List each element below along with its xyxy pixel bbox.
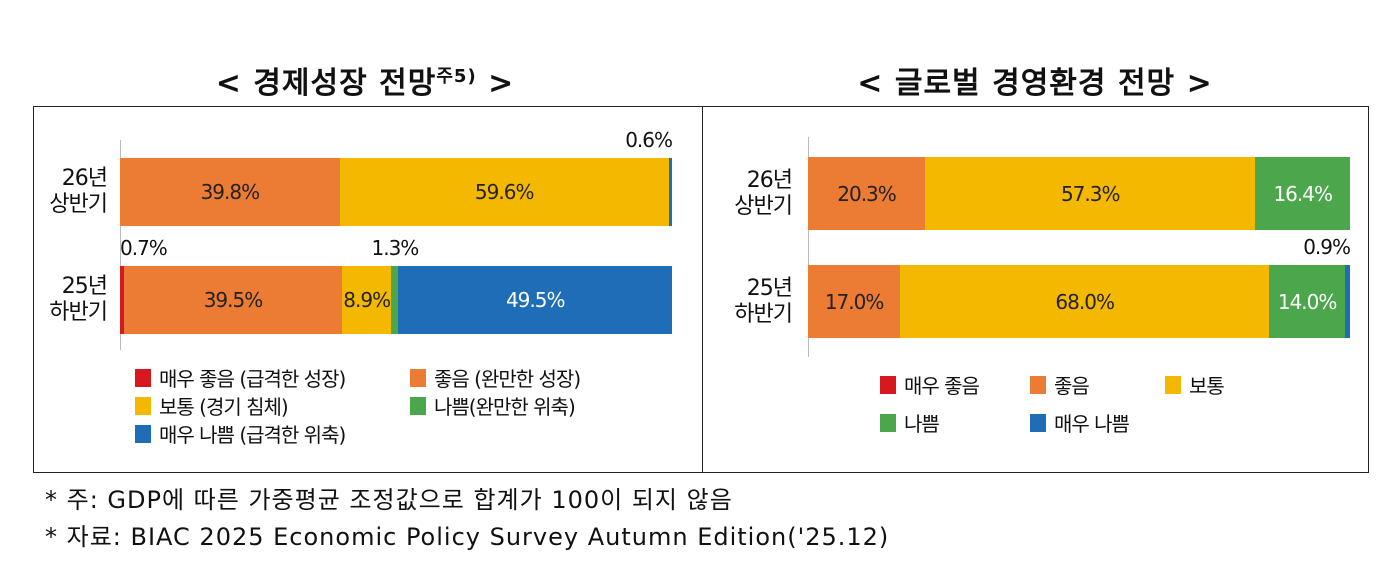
category-label-line: 25년 [61, 274, 108, 299]
y-axis-line [120, 140, 121, 350]
data-label: 39.5% [203, 288, 264, 312]
legend-item: 매우 나쁨 [1030, 408, 1130, 437]
legend-item: 매우 나쁨 (급격한 위축) [135, 419, 346, 448]
legend-swatch [880, 375, 896, 394]
legend-label: 보통 (경기 침체) [159, 395, 289, 419]
data-label: 8.9% [343, 288, 391, 312]
bar-segment [339, 158, 669, 226]
legend-item: 나쁨(완만한 위축) [410, 391, 576, 420]
title-footnote-mark: 주5) [436, 66, 477, 87]
category-label: 25년 하반기 [692, 275, 793, 328]
bar-segment [668, 158, 672, 226]
bar-segment [900, 265, 1270, 338]
data-label: 59.6% [474, 180, 535, 204]
legend-label: 매우 좋음 [904, 374, 980, 398]
category-label-line: 26년 [61, 166, 108, 191]
business-environment-chart [702, 106, 1369, 473]
legend-swatch [135, 396, 151, 415]
footnote-2: * 자료: BIAC 2025 Economic Policy Survey A… [45, 523, 890, 551]
legend-label: 나쁨(완만한 위축) [434, 395, 576, 419]
bar-segment [1345, 265, 1350, 338]
data-label: 16.4% [1273, 181, 1333, 206]
category-label-line: 상반기 [734, 193, 793, 219]
bar-segment [398, 266, 672, 334]
legend-swatch [880, 413, 896, 432]
data-label: 49.5% [505, 288, 566, 312]
legend-swatch [1030, 375, 1046, 394]
legend-item: 보통 (경기 침체) [135, 391, 289, 420]
legend-swatch [1165, 375, 1181, 394]
bar-segment [925, 157, 1256, 230]
data-label-outside: 0.9% [1303, 235, 1351, 259]
title-end: > [488, 66, 515, 101]
legend-label: 매우 좋음 (급격한 성장) [159, 367, 346, 391]
legend-label: 좋음 [1054, 374, 1090, 398]
data-label: 39.8% [200, 180, 261, 204]
legend-item: 좋음 (완만한 성장) [410, 363, 581, 392]
category-label-line: 25년 [746, 275, 793, 301]
data-label-outside: 0.6% [625, 128, 673, 152]
legend-swatch [410, 368, 426, 387]
footnote-1: * 주: GDP에 따른 가중평균 조정값으로 합계가 100이 되지 않음 [45, 486, 733, 514]
bar-segment [123, 266, 343, 334]
category-label-line: 26년 [746, 167, 793, 193]
legend-swatch [135, 424, 151, 443]
title-text: < 경제성장 전망 [215, 66, 437, 101]
legend-item: 매우 좋음 (급격한 성장) [135, 363, 346, 392]
legend-label: 매우 나쁨 [1054, 412, 1130, 436]
legend-item: 보통 [1165, 370, 1225, 399]
bar-segment [808, 265, 901, 338]
bar-segment [391, 266, 399, 334]
data-label-outside: 0.7% [120, 236, 168, 260]
bar-segment [808, 157, 926, 230]
category-label: 26년 상반기 [692, 167, 793, 220]
data-label-outside: 1.3% [371, 236, 419, 260]
y-axis-line [808, 137, 809, 357]
data-label: 20.3% [837, 181, 897, 206]
data-label: 68.0% [1055, 289, 1115, 314]
bar-segment [342, 266, 392, 334]
legend-item: 매우 좋음 [880, 370, 980, 399]
data-label: 14.0% [1277, 289, 1338, 314]
legend-label: 매우 나쁨 (급격한 위축) [159, 423, 346, 447]
bar-segment [120, 158, 340, 226]
chart-title-business-environment: < 글로벌 경영환경 전망 > [857, 66, 1213, 101]
legend-item: 나쁨 [880, 408, 940, 437]
legend-label: 좋음 (완만한 성장) [434, 367, 581, 391]
chart-title-economic-growth: < 경제성장 전망주5) > [216, 58, 515, 102]
category-label-line: 상반기 [49, 192, 108, 217]
data-label: 57.3% [1060, 181, 1121, 206]
category-label: 26년 상반기 [7, 166, 108, 218]
bar-segment [120, 266, 124, 334]
data-label: 17.0% [824, 289, 885, 314]
category-label-line: 하반기 [49, 300, 108, 325]
legend-swatch [410, 396, 426, 415]
legend-swatch [1030, 413, 1046, 432]
legend-label: 나쁨 [904, 412, 940, 436]
legend-swatch [135, 368, 151, 387]
category-label-line: 하반기 [734, 301, 793, 327]
legend-item: 좋음 [1030, 370, 1090, 399]
bar-segment [1255, 157, 1350, 230]
category-label: 25년 하반기 [7, 274, 108, 326]
bar-segment [1269, 265, 1346, 338]
legend-label: 보통 [1189, 374, 1225, 398]
